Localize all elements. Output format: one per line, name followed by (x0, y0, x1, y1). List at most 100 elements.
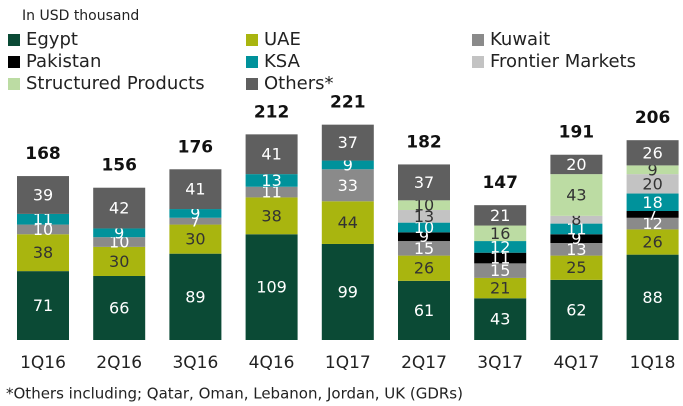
bar-segment (474, 225, 527, 242)
bar-segment (93, 237, 146, 247)
bar-segment (321, 160, 374, 170)
segment-label: 61 (414, 301, 434, 320)
bar-segment (626, 229, 679, 255)
segment-label: 20 (642, 174, 662, 193)
bar-segment (321, 169, 374, 202)
bar-segment (398, 222, 450, 233)
bar-segment (17, 176, 69, 214)
legend-swatch (8, 34, 20, 46)
segment-label: 18 (642, 193, 662, 212)
bar-segment (550, 215, 603, 224)
bar-segment (169, 253, 222, 340)
segment-label: 44 (338, 213, 358, 232)
x-tick-label: 3Q16 (172, 353, 218, 373)
bar-segment (398, 280, 450, 340)
bar-segment (169, 217, 222, 225)
bar-segment (626, 174, 679, 194)
segment-label: 38 (33, 243, 53, 262)
bar-segment (398, 164, 450, 201)
x-tick-label: 1Q18 (630, 353, 676, 373)
segment-label: 10 (414, 218, 434, 237)
bar-segment (550, 234, 603, 243)
segment-label: 7 (648, 205, 658, 224)
segment-label: 41 (185, 180, 205, 199)
total-label: 212 (254, 102, 290, 122)
bar-segment (245, 174, 298, 187)
segment-label: 26 (414, 259, 434, 278)
total-label: 221 (330, 93, 366, 113)
segment-label: 42 (109, 199, 129, 218)
subtitle: In USD thousand (22, 8, 139, 24)
legend-swatch (8, 56, 20, 68)
total-label: 191 (559, 123, 595, 143)
bar-segment (398, 232, 450, 242)
bar-segment (474, 277, 527, 299)
legend-swatch (246, 34, 258, 46)
total-label: 147 (482, 173, 518, 193)
segment-label: 41 (261, 145, 281, 164)
segment-label: 16 (490, 224, 510, 243)
total-label: 206 (635, 108, 671, 128)
x-tick-label: 4Q16 (249, 353, 295, 373)
bar-segment (245, 197, 298, 235)
legend-swatch (8, 78, 20, 90)
x-tick-label: 1Q17 (325, 353, 371, 373)
segment-label: 30 (109, 252, 129, 271)
segment-label: 38 (261, 206, 281, 225)
bar-segment (321, 201, 374, 244)
segment-label: 9 (343, 155, 353, 174)
segment-label: 11 (261, 183, 281, 202)
segment-label: 26 (642, 143, 662, 162)
segment-label: 10 (33, 220, 53, 239)
segment-label: 11 (490, 249, 510, 268)
bar-segment (550, 174, 603, 216)
bar-segment (474, 263, 527, 278)
bar-segment (17, 234, 69, 272)
legend-swatch (472, 34, 484, 46)
segment-label: 37 (338, 133, 358, 152)
segment-label: 21 (490, 206, 510, 225)
segment-label: 15 (490, 261, 510, 280)
legend-label: Structured Products (26, 73, 205, 94)
bar-segment (550, 243, 603, 256)
x-tick-label: 1Q16 (20, 353, 66, 373)
bar-segment (169, 169, 222, 210)
segment-label: 9 (190, 204, 200, 223)
bar-segment (93, 246, 146, 276)
legend-label: Kuwait (490, 29, 550, 50)
bar-segment (550, 255, 603, 280)
legend-label: KSA (264, 51, 301, 72)
segment-label: 9 (114, 223, 124, 242)
bar-segment (550, 223, 603, 235)
bar-segment (93, 228, 146, 238)
segment-label: 33 (338, 176, 358, 195)
legend-label: Others* (264, 73, 334, 94)
bar-segment (626, 140, 679, 166)
segment-label: 25 (566, 258, 586, 277)
segment-label: 66 (109, 298, 129, 317)
segment-label: 37 (414, 173, 434, 192)
legend-label: Frontier Markets (490, 51, 636, 72)
bar-segment (169, 224, 222, 254)
x-tick-label: 2Q17 (401, 353, 447, 373)
segment-label: 20 (566, 155, 586, 174)
segment-label: 26 (642, 233, 662, 252)
segment-label: 9 (648, 160, 658, 179)
bar-segment (474, 241, 527, 253)
bar-segment (626, 193, 679, 211)
segment-label: 13 (414, 207, 434, 226)
footnote: *Others including; Qatar, Oman, Lebanon,… (6, 385, 463, 403)
segment-label: 62 (566, 300, 586, 319)
bar-segment (398, 255, 450, 281)
legend-label: Egypt (26, 29, 78, 50)
segment-label: 15 (414, 239, 434, 258)
segment-label: 9 (419, 227, 429, 246)
bar-segment (474, 298, 527, 340)
segment-label: 11 (566, 219, 586, 238)
bar-segment (626, 165, 679, 175)
segment-label: 109 (256, 278, 287, 297)
bar-segment (169, 209, 222, 218)
bar-segment (398, 200, 450, 211)
x-tick-label: 2Q16 (96, 353, 142, 373)
